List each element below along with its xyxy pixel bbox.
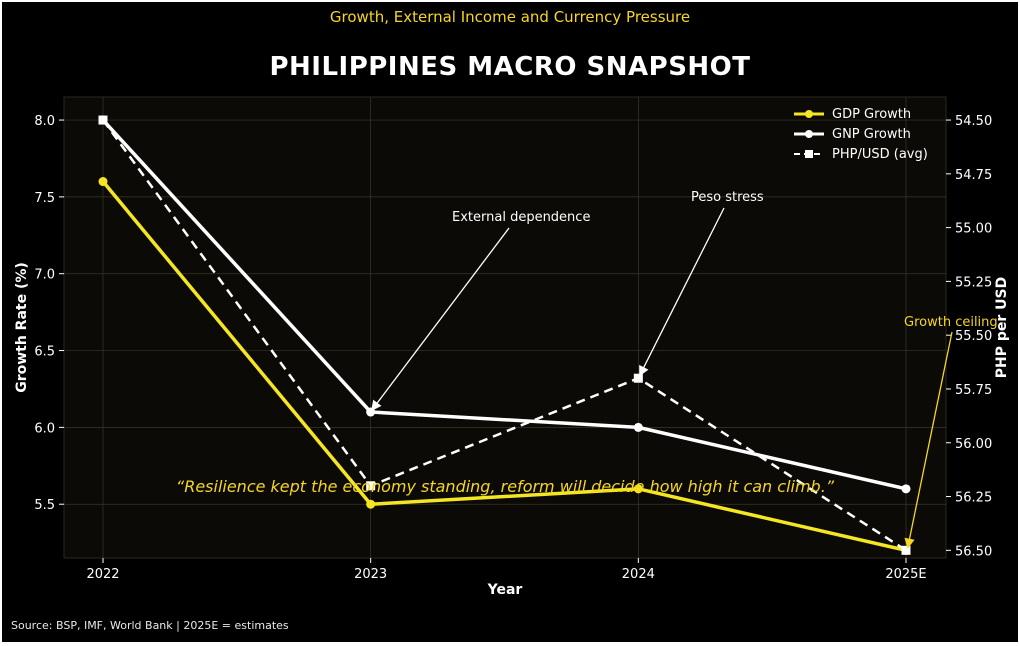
point-gdp: [98, 177, 108, 187]
source-note: Source: BSP, IMF, World Bank | 2025E = e…: [11, 619, 289, 632]
chart-legend: GDP Growth GNP Growth PHP/USD (avg): [792, 104, 928, 164]
point-fx: [901, 545, 911, 555]
annotation-growth-ceiling: Growth ceiling: [904, 315, 998, 330]
annotation-arrow: [639, 207, 725, 377]
chart-title: PHILIPPINES MACRO SNAPSHOT: [269, 52, 751, 82]
y2-tick-label: 56.25: [955, 491, 992, 506]
y2-tick-label: 55.50: [955, 329, 992, 344]
y2-tick-label: 55.00: [955, 222, 992, 237]
legend-label-fx: PHP/USD (avg): [832, 146, 928, 162]
y2-tick-label: 56.00: [955, 437, 992, 452]
legend-swatch-gnp: [794, 130, 824, 138]
point-fx: [98, 115, 108, 125]
annotation-arrow: [371, 227, 510, 412]
chart-subtitle: Growth, External Income and Currency Pre…: [329, 8, 691, 26]
legend-label-gdp: GDP Growth: [832, 106, 912, 122]
legend-swatch-gdp: [794, 110, 824, 118]
series-line-fx: [101, 119, 907, 552]
y2-tick-label: 56.50: [955, 544, 992, 559]
annotation-arrow: [904, 331, 953, 549]
y2-tick-label: 55.75: [955, 383, 992, 398]
point-fx: [366, 481, 376, 491]
legend-item-gnp: GNP Growth: [792, 124, 928, 144]
y2-axis-label: PHP per USD: [994, 277, 1010, 378]
x-tick-label: 2023: [354, 567, 387, 582]
annotation-peso-stress: Peso stress: [691, 190, 764, 205]
legend-label-gnp: GNP Growth: [832, 126, 911, 142]
x-tick-label: 2025E: [885, 567, 926, 582]
series-line-gnp: [101, 118, 907, 491]
point-fx: [633, 373, 643, 383]
y2-tick-label: 54.75: [955, 168, 992, 183]
x-tick-label: 2022: [86, 567, 119, 582]
point-gdp: [366, 499, 376, 509]
series-line-gdp: [101, 180, 907, 553]
x-tick-label: 2024: [622, 567, 655, 582]
y-tick-label: 8.0: [34, 114, 55, 129]
point-gnp: [366, 407, 376, 417]
chart-quote: “Resilience kept the economy standing, r…: [175, 477, 835, 496]
x-axis-label: Year: [487, 582, 523, 598]
point-gdp: [633, 484, 643, 494]
y-tick-label: 5.5: [34, 498, 55, 513]
y-tick-label: 6.0: [34, 421, 55, 436]
y2-tick-label: 54.50: [955, 114, 992, 129]
legend-item-fx: PHP/USD (avg): [792, 144, 928, 164]
point-gnp: [633, 422, 643, 432]
point-gnp: [901, 484, 911, 494]
annotation-external-dependence: External dependence: [452, 210, 591, 225]
y-tick-label: 7.5: [34, 191, 55, 206]
y-tick-label: 7.0: [34, 268, 55, 283]
y2-tick-label: 55.25: [955, 275, 992, 290]
y-axis-label: Growth Rate (%): [14, 262, 30, 393]
y-tick-label: 6.5: [34, 345, 55, 360]
legend-item-gdp: GDP Growth: [792, 104, 928, 124]
legend-swatch-fx: [794, 150, 824, 158]
